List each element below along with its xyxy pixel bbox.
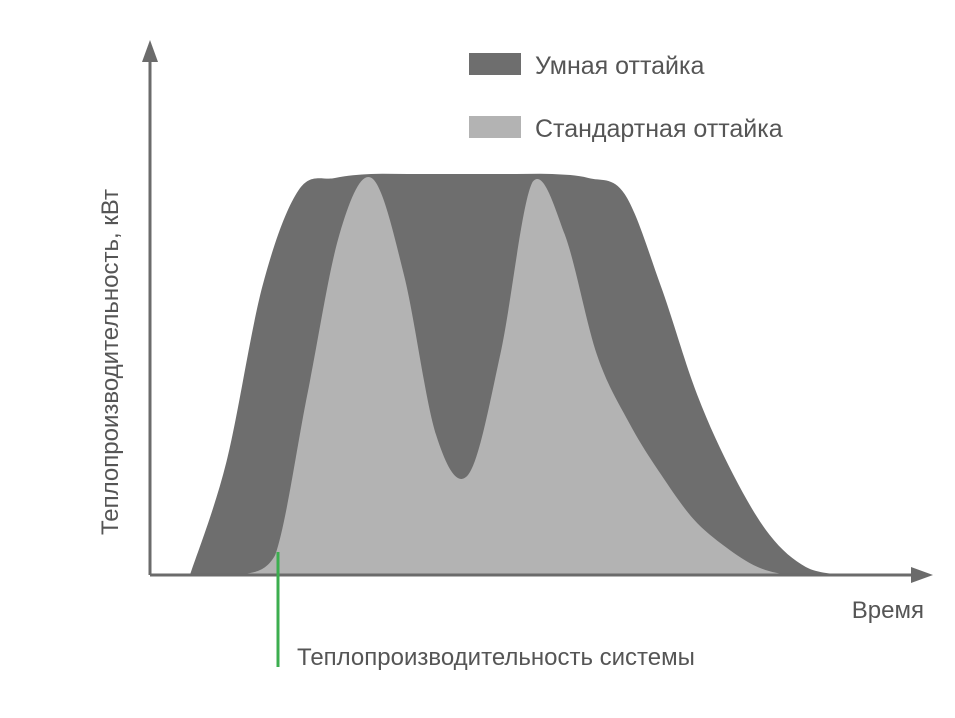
series-area-standard-defrost	[243, 176, 822, 575]
legend-label-smart-defrost: Умная оттайка	[535, 52, 704, 80]
y-axis-label: Теплопроизводительность, кВт	[97, 189, 124, 535]
legend-label-standard-defrost: Стандартная оттайка	[535, 115, 783, 143]
system-capacity-label: Теплопроизводительность системы	[297, 644, 695, 671]
legend-swatch-smart-defrost	[469, 53, 521, 75]
x-axis-label: Время	[852, 597, 924, 624]
legend-swatch-standard-defrost	[469, 116, 521, 138]
x-axis-arrow	[911, 567, 933, 583]
y-axis-arrow	[142, 40, 158, 62]
